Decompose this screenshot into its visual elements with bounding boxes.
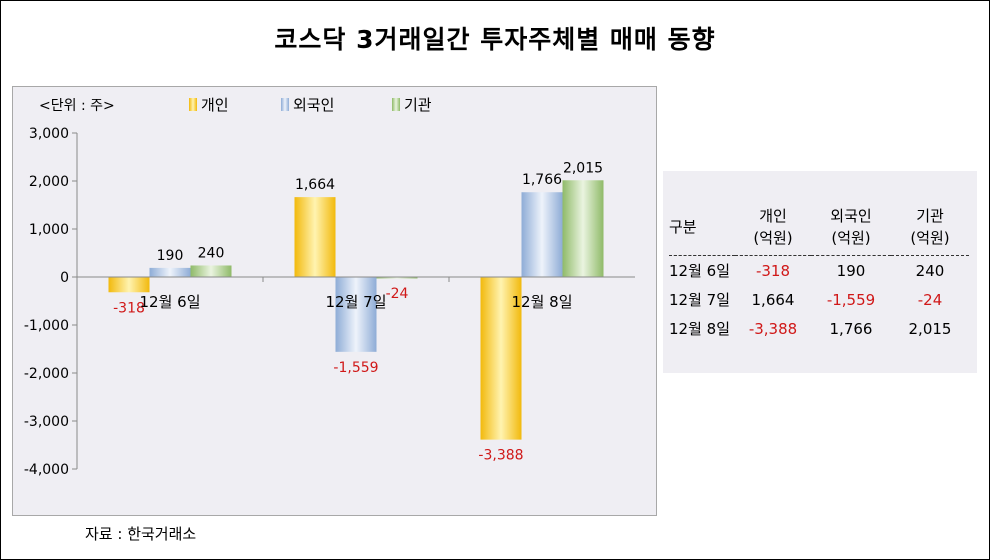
table-cell-foreign: 190: [836, 261, 866, 280]
data-label-institution: -24: [386, 286, 409, 302]
y-tick-label: 0: [60, 270, 69, 286]
flows-table-panel: 구분 개인 (억원) 외국인 (억원) 기관 (억원) 12월 6일 -318 190…: [663, 171, 977, 373]
table-row: 12월 6일 -318 190 240: [669, 256, 969, 286]
data-label-individual: 1,664: [295, 177, 335, 193]
legend-swatch-institution: [392, 98, 400, 111]
data-label-foreign: 190: [157, 248, 184, 264]
header-foreign: 외국인 (억원): [811, 199, 891, 256]
table-row: 12월 7일 1,664 -1,559 -24: [669, 285, 969, 314]
bar-individual: [294, 197, 336, 277]
data-label-individual: -3,388: [478, 448, 523, 464]
x-category-label: 12월 7일: [326, 293, 387, 311]
table-cell-individual: -318: [755, 261, 791, 280]
header-individual-label: 개인: [759, 207, 787, 225]
figure-title: 코스닥 3거래일간 투자주체별 매매 동향: [274, 25, 716, 54]
unit-label: <단위 : 주>: [39, 98, 115, 114]
data-label-foreign: -1,559: [333, 360, 378, 376]
y-tick-label: -3,000: [24, 414, 69, 430]
table-cell-date: 12월 6일: [669, 262, 730, 280]
x-category-label: 12월 8일: [512, 293, 573, 311]
chart-panel: 3,000 2,000 1,000 0 -1,000 -2,000 -3,000 -4,000…: [12, 86, 657, 516]
table-cell-institution: -24: [917, 290, 943, 309]
bar-foreign: [521, 192, 563, 277]
header-institution: 기관 (억원): [891, 199, 969, 256]
table-cell-date: 12월 8일: [669, 320, 730, 338]
table-cell-institution: 240: [915, 261, 945, 280]
table-header-row: 구분 개인 (억원) 외국인 (억원) 기관 (억원): [669, 199, 969, 256]
y-tick-label: -4,000: [24, 462, 69, 478]
bar-institution: [376, 277, 418, 279]
x-category-label: 12월 6일: [140, 293, 201, 311]
table-cell-foreign: 1,766: [829, 319, 873, 338]
header-foreign-label: 외국인: [830, 207, 872, 225]
header-institution-label: 기관: [916, 207, 944, 225]
y-tick-label: 3,000: [29, 126, 69, 142]
legend-swatch-foreign: [281, 98, 289, 111]
legend-label-institution: 기관: [404, 96, 432, 114]
table-cell-foreign: -1,559: [826, 290, 876, 309]
legend-label-foreign: 외국인: [293, 96, 334, 114]
y-tick-label: -2,000: [24, 366, 69, 382]
header-individual: 개인 (억원): [735, 199, 811, 256]
bar-institution: [562, 180, 604, 277]
header-foreign-unit: (억원): [831, 229, 871, 247]
header-category-label: 구분: [669, 218, 697, 236]
legend-swatch-individual: [189, 98, 197, 111]
data-label-individual: -318: [113, 300, 145, 316]
y-tick-label: -1,000: [24, 318, 69, 334]
bar-foreign: [335, 277, 377, 352]
legend-label-individual: 개인: [201, 96, 229, 114]
y-tick-label: 2,000: [29, 174, 69, 190]
bar-individual: [480, 277, 522, 440]
header-category: 구분: [669, 199, 735, 256]
data-label-institution: 2,015: [563, 160, 603, 176]
table-cell-institution: 2,015: [908, 319, 952, 338]
table-cell-individual: -3,388: [748, 319, 798, 338]
header-institution-unit: (억원): [910, 229, 950, 247]
bar-institution: [190, 265, 232, 277]
table-row: 12월 8일 -3,388 1,766 2,015: [669, 314, 969, 343]
flows-table: 구분 개인 (억원) 외국인 (억원) 기관 (억원) 12월 6일 -318 190…: [669, 199, 969, 343]
table-cell-date: 12월 7일: [669, 291, 730, 309]
table-cell-individual: 1,664: [751, 290, 795, 309]
bar-foreign: [149, 267, 191, 277]
data-label-foreign: 1,766: [522, 172, 562, 188]
data-label-institution: 240: [198, 245, 225, 261]
header-individual-unit: (억원): [753, 229, 793, 247]
source-note: 자료 : 한국거래소: [85, 525, 197, 543]
bar-individual: [108, 277, 150, 293]
y-tick-label: 1,000: [29, 222, 69, 238]
bar-chart: 3,000 2,000 1,000 0 -1,000 -2,000 -3,000 -4,000…: [24, 96, 635, 478]
